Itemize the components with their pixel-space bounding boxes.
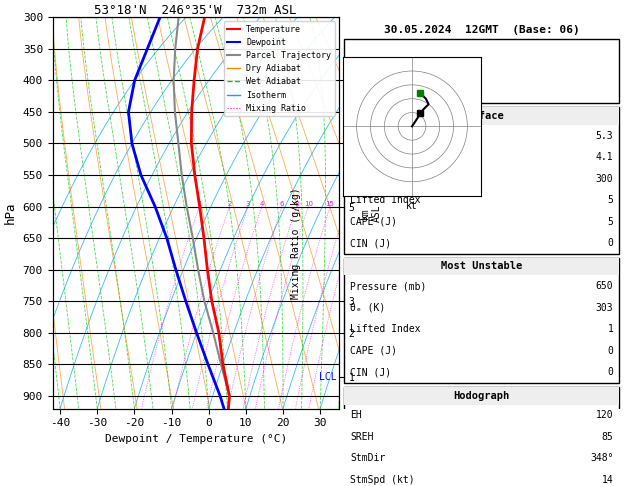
Text: 4.1: 4.1	[596, 152, 613, 162]
Text: CAPE (J): CAPE (J)	[350, 217, 397, 226]
Text: 25: 25	[595, 44, 608, 54]
FancyBboxPatch shape	[345, 387, 619, 486]
Text: Lifted Index: Lifted Index	[350, 324, 421, 334]
Text: Dewp (°C): Dewp (°C)	[350, 152, 403, 162]
Text: 5: 5	[608, 217, 613, 226]
Text: 300: 300	[596, 174, 613, 184]
Text: Mixing Ratio (g/kg): Mixing Ratio (g/kg)	[291, 187, 301, 299]
Text: 5.3: 5.3	[596, 131, 613, 140]
Text: 348°: 348°	[590, 453, 613, 464]
X-axis label: kt: kt	[406, 201, 418, 211]
Text: CIN (J): CIN (J)	[350, 367, 391, 377]
Text: StmDir: StmDir	[350, 453, 386, 464]
Text: 0: 0	[608, 238, 613, 248]
Text: 15: 15	[326, 201, 335, 207]
FancyBboxPatch shape	[345, 39, 619, 103]
Text: 0: 0	[608, 367, 613, 377]
Text: 14: 14	[602, 475, 613, 485]
Text: Hodograph: Hodograph	[454, 391, 510, 400]
Text: 5: 5	[608, 195, 613, 205]
Text: 303: 303	[596, 303, 613, 313]
Text: CIN (J): CIN (J)	[350, 238, 391, 248]
FancyBboxPatch shape	[345, 258, 619, 383]
Text: 10: 10	[304, 201, 313, 207]
Text: θₑ (K): θₑ (K)	[350, 303, 386, 313]
Text: PW (cm): PW (cm)	[356, 87, 399, 98]
Text: 3: 3	[246, 201, 250, 207]
Text: Pressure (mb): Pressure (mb)	[350, 281, 426, 291]
Text: © weatheronline.co.uk: © weatheronline.co.uk	[420, 395, 543, 405]
Legend: Temperature, Dewpoint, Parcel Trajectory, Dry Adiabat, Wet Adiabat, Isotherm, Mi: Temperature, Dewpoint, Parcel Trajectory…	[224, 21, 335, 116]
Text: 2: 2	[227, 201, 231, 207]
Y-axis label: km
ASL: km ASL	[360, 204, 382, 222]
Text: EH: EH	[350, 410, 362, 420]
Text: 4: 4	[260, 201, 264, 207]
Title: 53°18'N  246°35'W  732m ASL: 53°18'N 246°35'W 732m ASL	[94, 4, 297, 17]
Text: 1: 1	[608, 324, 613, 334]
Text: SREH: SREH	[350, 432, 374, 442]
FancyBboxPatch shape	[345, 107, 619, 254]
Text: 650: 650	[596, 281, 613, 291]
Text: Temp (°C): Temp (°C)	[350, 131, 403, 140]
X-axis label: Dewpoint / Temperature (°C): Dewpoint / Temperature (°C)	[104, 434, 287, 444]
Text: CAPE (J): CAPE (J)	[350, 346, 397, 356]
Text: 85: 85	[602, 432, 613, 442]
FancyBboxPatch shape	[345, 387, 619, 405]
Text: 50: 50	[595, 66, 608, 76]
Y-axis label: hPa: hPa	[4, 202, 17, 224]
Text: 1: 1	[198, 201, 202, 207]
Text: 0: 0	[608, 346, 613, 356]
Text: 8: 8	[294, 201, 299, 207]
Text: 120: 120	[596, 410, 613, 420]
FancyBboxPatch shape	[345, 258, 619, 276]
Text: K: K	[356, 44, 362, 54]
Text: 30.05.2024  12GMT  (Base: 06): 30.05.2024 12GMT (Base: 06)	[384, 25, 580, 35]
Text: θₑ(K): θₑ(K)	[350, 174, 379, 184]
Text: StmSpd (kt): StmSpd (kt)	[350, 475, 415, 485]
Text: 1.36: 1.36	[582, 87, 608, 98]
Text: Surface: Surface	[460, 111, 504, 121]
FancyBboxPatch shape	[345, 107, 619, 125]
Text: Totals Totals: Totals Totals	[356, 66, 437, 76]
Text: 6: 6	[280, 201, 284, 207]
Text: Most Unstable: Most Unstable	[441, 261, 523, 272]
Text: LCL: LCL	[320, 372, 337, 382]
Text: Lifted Index: Lifted Index	[350, 195, 421, 205]
